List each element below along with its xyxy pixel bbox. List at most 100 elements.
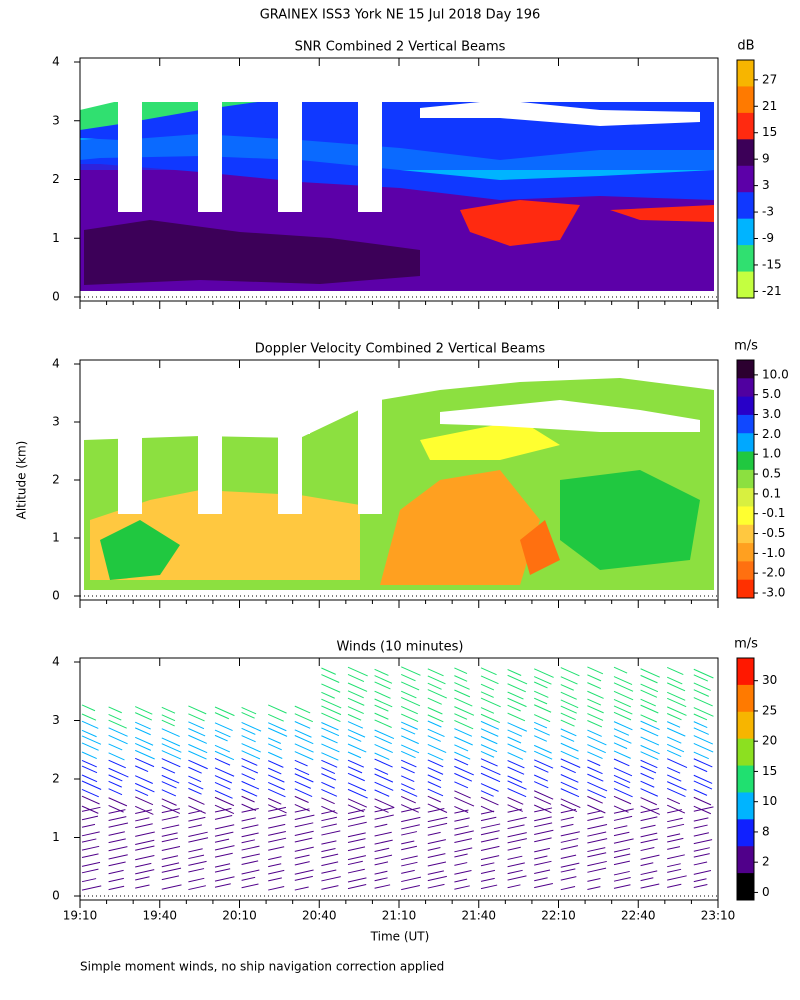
barb [427, 714, 444, 723]
colorbar-band [737, 396, 754, 416]
barb [427, 728, 445, 738]
barb [454, 682, 470, 690]
barb [134, 742, 152, 751]
colorbar-band [737, 524, 754, 544]
barb [693, 824, 708, 829]
barb [134, 782, 155, 793]
barb [427, 774, 442, 782]
barb [108, 719, 127, 729]
barb [294, 713, 314, 723]
barb [507, 760, 525, 769]
barb [374, 752, 390, 760]
barb [268, 831, 286, 836]
barb [666, 804, 686, 814]
barb [347, 729, 366, 738]
barb [134, 721, 151, 730]
barb [108, 713, 122, 721]
barb [321, 683, 341, 693]
barb [161, 714, 176, 722]
barb [454, 870, 472, 875]
barb [560, 758, 581, 768]
barb [294, 743, 314, 753]
barb [401, 816, 421, 823]
barb [613, 831, 630, 837]
barb [188, 810, 202, 815]
barb [241, 788, 258, 797]
barb [188, 775, 202, 783]
barb [587, 816, 604, 821]
barb [188, 713, 205, 722]
barb [693, 847, 710, 852]
barb [400, 696, 421, 707]
barb [427, 861, 447, 867]
barb [81, 735, 102, 745]
colorbar-band [737, 579, 754, 599]
barb [400, 750, 416, 759]
barb [693, 839, 713, 845]
barb [400, 766, 415, 774]
barb [347, 860, 363, 866]
barb [507, 736, 522, 744]
barb [534, 847, 550, 853]
barb [427, 853, 446, 859]
y-tick-label: 3 [52, 713, 60, 727]
barb [268, 863, 282, 868]
barb [400, 721, 418, 730]
barb [214, 807, 232, 813]
barb [134, 727, 151, 736]
barb [454, 667, 468, 675]
barb [161, 774, 180, 784]
barb [507, 788, 527, 798]
barb [321, 816, 337, 822]
barb [454, 817, 470, 822]
barb [81, 765, 98, 774]
barb [640, 838, 658, 844]
barb [214, 758, 231, 766]
barb [480, 845, 500, 851]
barb [401, 869, 415, 874]
barb [534, 822, 553, 828]
barb [347, 868, 365, 874]
barb [560, 862, 580, 868]
barb [667, 817, 683, 823]
barb [533, 804, 552, 814]
barb [640, 674, 658, 684]
barb [560, 781, 578, 791]
barb [347, 855, 366, 861]
barb [533, 796, 552, 805]
colorbar-label: 30 [762, 673, 777, 687]
barb [294, 729, 312, 738]
barb [81, 704, 96, 712]
barb [135, 884, 150, 889]
barb [347, 877, 367, 883]
barb [533, 697, 548, 705]
barb [374, 729, 395, 740]
barb [454, 825, 469, 830]
barb [507, 722, 528, 732]
barb [294, 837, 313, 843]
barb [640, 704, 659, 714]
barb [507, 775, 523, 783]
barb [188, 824, 202, 829]
barb [587, 773, 604, 782]
barb [108, 706, 122, 714]
barb [507, 816, 527, 823]
colorbar-band [737, 684, 754, 713]
barb [640, 854, 660, 860]
barb [560, 886, 576, 891]
barb [480, 830, 500, 836]
barb [613, 825, 628, 830]
barb [108, 797, 128, 807]
barb [81, 831, 100, 837]
barb [613, 682, 634, 692]
barb [161, 706, 176, 714]
barb [640, 788, 659, 797]
barb [693, 758, 713, 768]
barb [241, 853, 260, 859]
barb [81, 861, 101, 867]
barb [161, 855, 179, 860]
colorbar-band [737, 60, 754, 87]
barb [214, 804, 235, 815]
colorbar-band [737, 271, 754, 299]
barb [613, 735, 632, 744]
